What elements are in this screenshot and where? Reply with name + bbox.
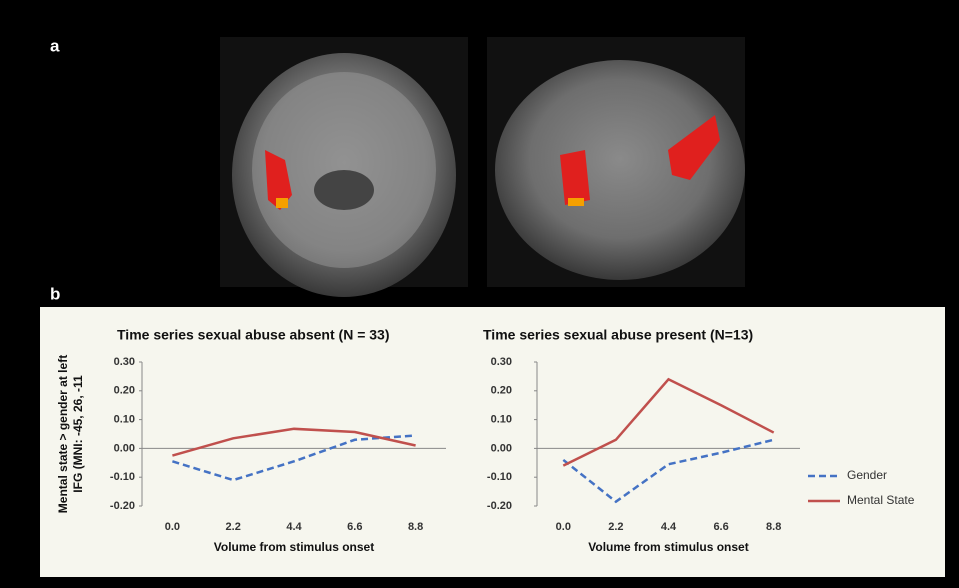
panel-label: a (50, 36, 60, 55)
y-tick-label: 0.00 (114, 442, 135, 454)
y-tick-label: 0.30 (491, 356, 512, 368)
y-tick-label: 0.30 (114, 356, 135, 368)
x-tick-label: 2.2 (226, 521, 241, 533)
y-tick-label: -0.10 (487, 471, 512, 483)
x-tick-label: 2.2 (608, 521, 623, 533)
y-axis-label: Mental state > gender at left (56, 355, 70, 513)
figure: a b Time series sexual abuse absent (N =… (0, 0, 959, 588)
chart-title: Time series sexual abuse absent (N = 33) (117, 327, 390, 343)
y-tick-label: -0.20 (487, 500, 512, 512)
x-tick-label: 0.0 (556, 521, 571, 533)
chart-title: Time series sexual abuse present (N=13) (483, 327, 753, 343)
y-tick-label: 0.00 (491, 442, 512, 454)
x-tick-label: 4.4 (286, 521, 302, 533)
y-tick-label: -0.20 (110, 500, 135, 512)
legend-label: Gender (847, 468, 887, 482)
page: a b Time series sexual abuse absent (N =… (0, 0, 959, 588)
y-tick-label: 0.10 (491, 414, 512, 426)
y-tick-label: 0.10 (114, 414, 135, 426)
x-axis-label: Volume from stimulus onset (588, 540, 748, 554)
x-tick-label: 6.6 (713, 521, 728, 533)
x-tick-label: 6.6 (347, 521, 362, 533)
legend-label: Mental State (847, 493, 915, 507)
panel-label: b (50, 284, 60, 303)
y-tick-label: 0.20 (114, 385, 135, 397)
y-axis-label: IFG (MNI: -45, 26, -11 (71, 375, 85, 493)
y-tick-label: -0.10 (110, 471, 135, 483)
sagittal-image (487, 37, 745, 287)
x-tick-label: 8.8 (766, 521, 781, 533)
y-tick-label: 0.20 (491, 385, 512, 397)
x-tick-label: 0.0 (165, 521, 180, 533)
x-tick-label: 4.4 (661, 521, 677, 533)
coronal-image (220, 37, 468, 297)
x-tick-label: 8.8 (408, 521, 423, 533)
x-axis-label: Volume from stimulus onset (214, 540, 374, 554)
